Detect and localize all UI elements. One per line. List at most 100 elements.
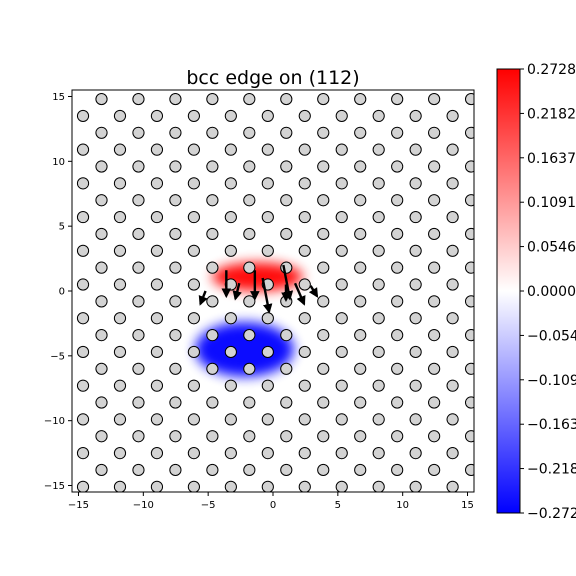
atom [76,345,90,359]
atom [280,430,293,443]
atom [261,109,274,123]
atom [335,177,348,190]
atom [354,396,367,409]
atom [354,92,367,106]
atom [298,278,311,291]
colorbar-tick-label: −0.1091 [527,373,576,389]
atom [132,194,145,207]
atom [372,379,385,392]
atom [113,109,127,123]
atom [354,463,367,477]
atom [59,195,70,206]
atom [151,43,162,54]
atom [187,177,200,190]
atom [261,480,274,492]
atom [206,396,219,409]
atom [464,362,474,375]
atom [372,480,385,492]
colorbar-tick-label: 0.0546 [527,240,576,256]
atom [428,295,441,308]
atom [446,480,459,492]
atom [391,261,404,274]
atom [59,464,70,475]
atom [429,60,440,71]
atom [373,515,384,526]
y-tick-label: 0 [59,287,65,298]
atom [225,43,236,54]
x-tick-label: −15 [68,500,89,511]
atom [132,396,145,409]
atom [151,515,162,526]
atom [243,328,256,342]
atom [96,60,107,71]
atom [224,413,237,426]
atom [464,295,474,308]
atom [372,143,385,156]
atom [59,397,70,408]
atom [113,278,127,291]
atom [76,379,90,392]
atom [132,463,145,477]
atom [59,60,70,71]
atom [243,362,256,375]
atom [169,396,182,409]
atom [169,430,182,443]
atom [169,160,182,173]
atom [428,430,441,443]
atom [59,431,70,442]
colorbar-tick-label: −0.2182 [527,462,576,478]
atom [169,227,182,241]
atom [206,92,219,106]
atom [354,295,367,308]
atom [133,60,144,71]
atom [261,379,274,392]
y-tick-label: −5 [50,351,65,362]
atom [298,244,311,257]
atom [187,210,200,224]
atom [132,362,145,375]
atom [150,379,164,392]
x-tick-label: 5 [335,500,341,511]
atom [317,463,330,477]
atom [409,177,422,190]
atom [446,345,459,359]
atom [409,379,422,392]
colorbar-gradient [496,68,521,514]
atom [446,177,459,190]
atom [243,194,256,207]
atom [224,244,237,257]
x-axis: −15 −10 −5 0 5 10 15 [68,492,474,511]
displacement-arrow [198,290,208,306]
atom [132,430,145,443]
atom [187,345,200,359]
atom [95,396,108,409]
atom [113,177,127,190]
atom [76,210,90,224]
displacement-arrow [261,277,273,314]
colorbar: 0.2728 0.2182 0.1637 0.1091 0.0546 0.0000 −0.0… [496,62,576,522]
y-tick-label: 10 [52,157,65,168]
atom [464,261,474,274]
atom [354,126,367,139]
y-tick-label: 5 [59,222,65,233]
atom [446,413,459,426]
atom [354,362,367,375]
atom [298,413,311,426]
atom [428,396,441,409]
displacement-arrow [308,285,319,298]
atom [187,379,200,392]
atom [373,77,384,88]
atom [428,328,441,342]
atom [224,109,237,123]
atom [95,328,108,342]
atom [170,60,181,71]
displacement-arrows [198,264,319,314]
atom [428,362,441,375]
atom [391,362,404,375]
atom [317,261,330,274]
field-lobe-negative [195,322,294,377]
atom [261,345,274,359]
atom [150,109,164,123]
atom [132,126,145,139]
atom [77,515,88,526]
